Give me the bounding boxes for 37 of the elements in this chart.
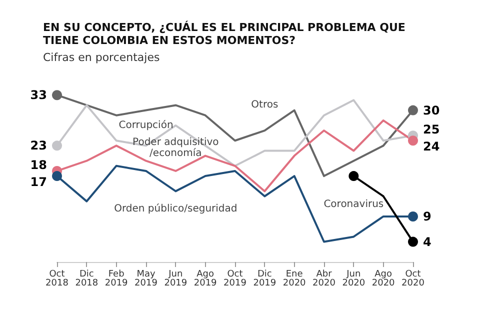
data-label: 17 [30,175,47,190]
x-tick-label: Ago 2020 [372,270,396,288]
data-label: 9 [423,209,432,224]
data-label: 18 [30,158,47,172]
series-label: Orden público/seguridad [114,203,238,214]
point [408,236,418,247]
series-label: Otros [251,100,278,111]
point [52,90,62,100]
x-tick-label: Ago 2019 [194,270,218,288]
x-tick-label: May 2019 [134,270,158,288]
data-label: 30 [423,103,440,118]
x-tick-label: Oct 2019 [224,270,247,288]
x-tick-label: Feb 2019 [104,270,128,288]
series-label: Poder adquisitivo /economía [132,137,219,160]
x-tick-label: Dic 2018 [75,270,98,288]
point [52,140,62,151]
series-label: Corrupción [118,120,174,131]
chart-subtitle: Cifras en porcentajes [43,51,160,64]
x-tick-label: Ene 2020 [282,270,306,288]
x-tick-label: Oct 2020 [402,270,425,288]
series-label: Coronavirus [324,198,384,210]
point [408,105,418,116]
x-tick-label: Oct 2018 [46,270,69,288]
data-label: 33 [30,88,47,102]
x-tick-label: Dic 2019 [253,270,276,288]
x-tick-label: Jun 2019 [164,270,188,288]
data-label: 25 [423,122,440,137]
point [408,136,418,146]
x-tick-label: Jun 2020 [342,270,366,288]
chart-title: EN SU CONCEPTO, ¿CUÁL ES EL PRINCIPAL PROBLEMA QUE TIENE COLOMBIA EN ESTOS MOMENTOS? [43,20,410,47]
x-tick-label: Abr 2020 [312,270,336,288]
point [408,211,418,222]
data-label: 23 [30,138,47,153]
data-label: 4 [423,234,432,249]
point [52,171,62,182]
data-label: 24 [423,140,440,154]
point [348,171,359,182]
